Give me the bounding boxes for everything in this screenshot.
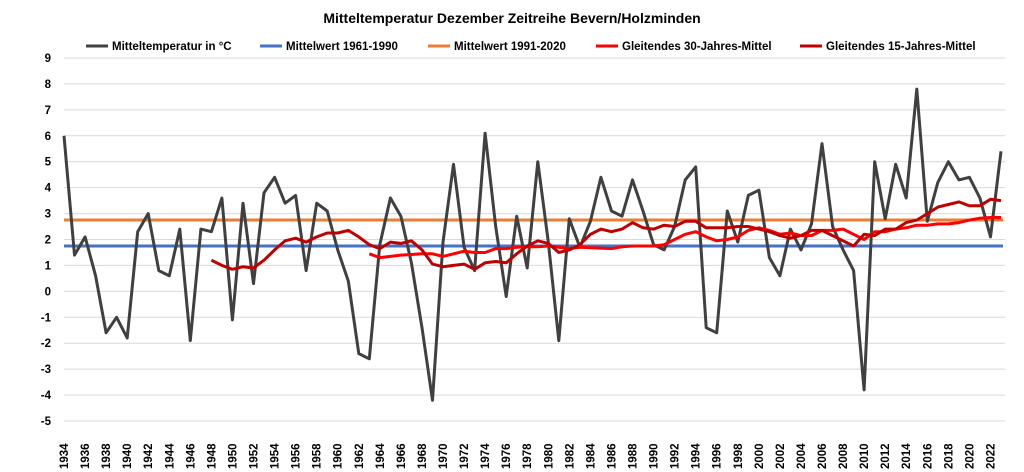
x-tick-label: 2022 (985, 443, 997, 469)
x-tick-label: 2006 (817, 443, 829, 469)
x-tick-label: 1990 (649, 443, 661, 469)
y-tick-label: 6 (45, 131, 51, 143)
legend-item: Gleitendes 30-Jahres-Mittel (596, 41, 772, 53)
y-tick-label: 2 (45, 235, 51, 247)
x-tick-label: 2016 (922, 443, 934, 469)
legend-label: Mittelwert 1991-2020 (454, 41, 566, 53)
x-tick-label: 1988 (628, 443, 640, 469)
x-tick-label: 2000 (754, 443, 766, 469)
x-tick-label: 1950 (227, 443, 239, 469)
x-tick-label: 1934 (59, 443, 71, 469)
series-gleitendes-15-jahres-mittel (210, 197, 1002, 271)
legend-label: Gleitendes 30-Jahres-Mittel (622, 41, 772, 53)
x-tick-label: 1994 (691, 443, 703, 469)
y-tick-label: 0 (45, 286, 51, 298)
x-tick-label: 1972 (459, 443, 471, 469)
x-tick-label: 1956 (291, 443, 303, 469)
y-tick-label: 8 (45, 79, 52, 91)
x-tick-label: 1978 (522, 443, 534, 469)
legend-label: Mitteltemperatur in °C (112, 41, 232, 53)
x-tick-label: 2008 (838, 443, 850, 469)
x-tick-label: 1970 (438, 443, 450, 469)
y-axis-ticks: 9 8 7 6 5 4 3 2 1 0 -1 -2 -3 -4 -5 (41, 53, 52, 428)
legend-item: Mitteltemperatur in °C (86, 41, 232, 53)
x-tick-label: 1986 (606, 443, 618, 469)
y-tick-label: -4 (41, 390, 52, 402)
x-tick-label: 1984 (585, 443, 597, 469)
x-tick-label: 1996 (712, 443, 724, 469)
x-tick-label: 1980 (543, 443, 555, 469)
y-tick-label: 4 (45, 183, 52, 195)
x-tick-label: 1998 (733, 443, 745, 469)
x-tick-label: 1982 (564, 443, 576, 469)
y-tick-label: 5 (45, 157, 52, 169)
x-tick-label: 2012 (880, 443, 892, 469)
x-tick-label: 1964 (375, 443, 387, 469)
legend: Mitteltemperatur in °C Mittelwert 1961-19… (86, 41, 976, 53)
y-tick-label: 7 (45, 105, 51, 117)
x-tick-label: 1968 (417, 443, 429, 469)
y-tick-label: 9 (45, 53, 51, 65)
x-tick-label: 1940 (122, 443, 134, 469)
legend-item: Mittelwert 1961-1990 (260, 41, 398, 53)
x-tick-label: 1958 (312, 443, 324, 469)
x-tick-label: 1976 (501, 443, 513, 469)
x-tick-label: 2010 (859, 443, 871, 469)
x-axis-ticks: 1934 1936 1938 1940 1942 1944 1946 1948 1950 1952… (59, 443, 997, 469)
x-tick-label: 1936 (80, 443, 92, 469)
x-tick-label: 1992 (670, 443, 682, 469)
series-mitteltemperatur-in-c (62, 87, 1003, 402)
legend-label: Gleitendes 15-Jahres-Mittel (826, 41, 976, 53)
x-tick-label: 1966 (396, 443, 408, 469)
x-tick-label: 2018 (943, 443, 955, 469)
y-tick-label: -5 (41, 416, 52, 428)
legend-item: Gleitendes 15-Jahres-Mittel (800, 41, 976, 53)
x-tick-label: 2020 (964, 443, 976, 469)
legend-item: Mittelwert 1991-2020 (428, 41, 566, 53)
x-tick-label: 1974 (480, 443, 492, 469)
y-tick-label: 1 (45, 260, 52, 272)
x-tick-label: 2002 (775, 443, 787, 469)
x-tick-label: 2004 (796, 443, 808, 469)
x-tick-label: 2014 (901, 443, 913, 469)
x-tick-label: 1944 (164, 443, 176, 469)
y-tick-label: -2 (41, 338, 51, 350)
x-tick-label: 1938 (101, 443, 113, 469)
series-lines (62, 87, 1003, 402)
chart-title: Mitteltemperatur Dezember Zeitreihe Beve… (323, 10, 700, 26)
x-tick-label: 1954 (270, 443, 282, 469)
x-tick-label: 1948 (206, 443, 218, 469)
x-tick-label: 1946 (185, 443, 197, 469)
x-tick-label: 1952 (249, 443, 261, 469)
x-tick-label: 1942 (143, 443, 155, 469)
legend-label: Mittelwert 1961-1990 (286, 41, 398, 53)
y-tick-label: 3 (45, 209, 51, 221)
y-tick-label: -3 (41, 364, 51, 376)
x-tick-label: 1960 (333, 443, 345, 469)
y-tick-label: -1 (41, 312, 52, 324)
x-tick-label: 1962 (354, 443, 366, 469)
